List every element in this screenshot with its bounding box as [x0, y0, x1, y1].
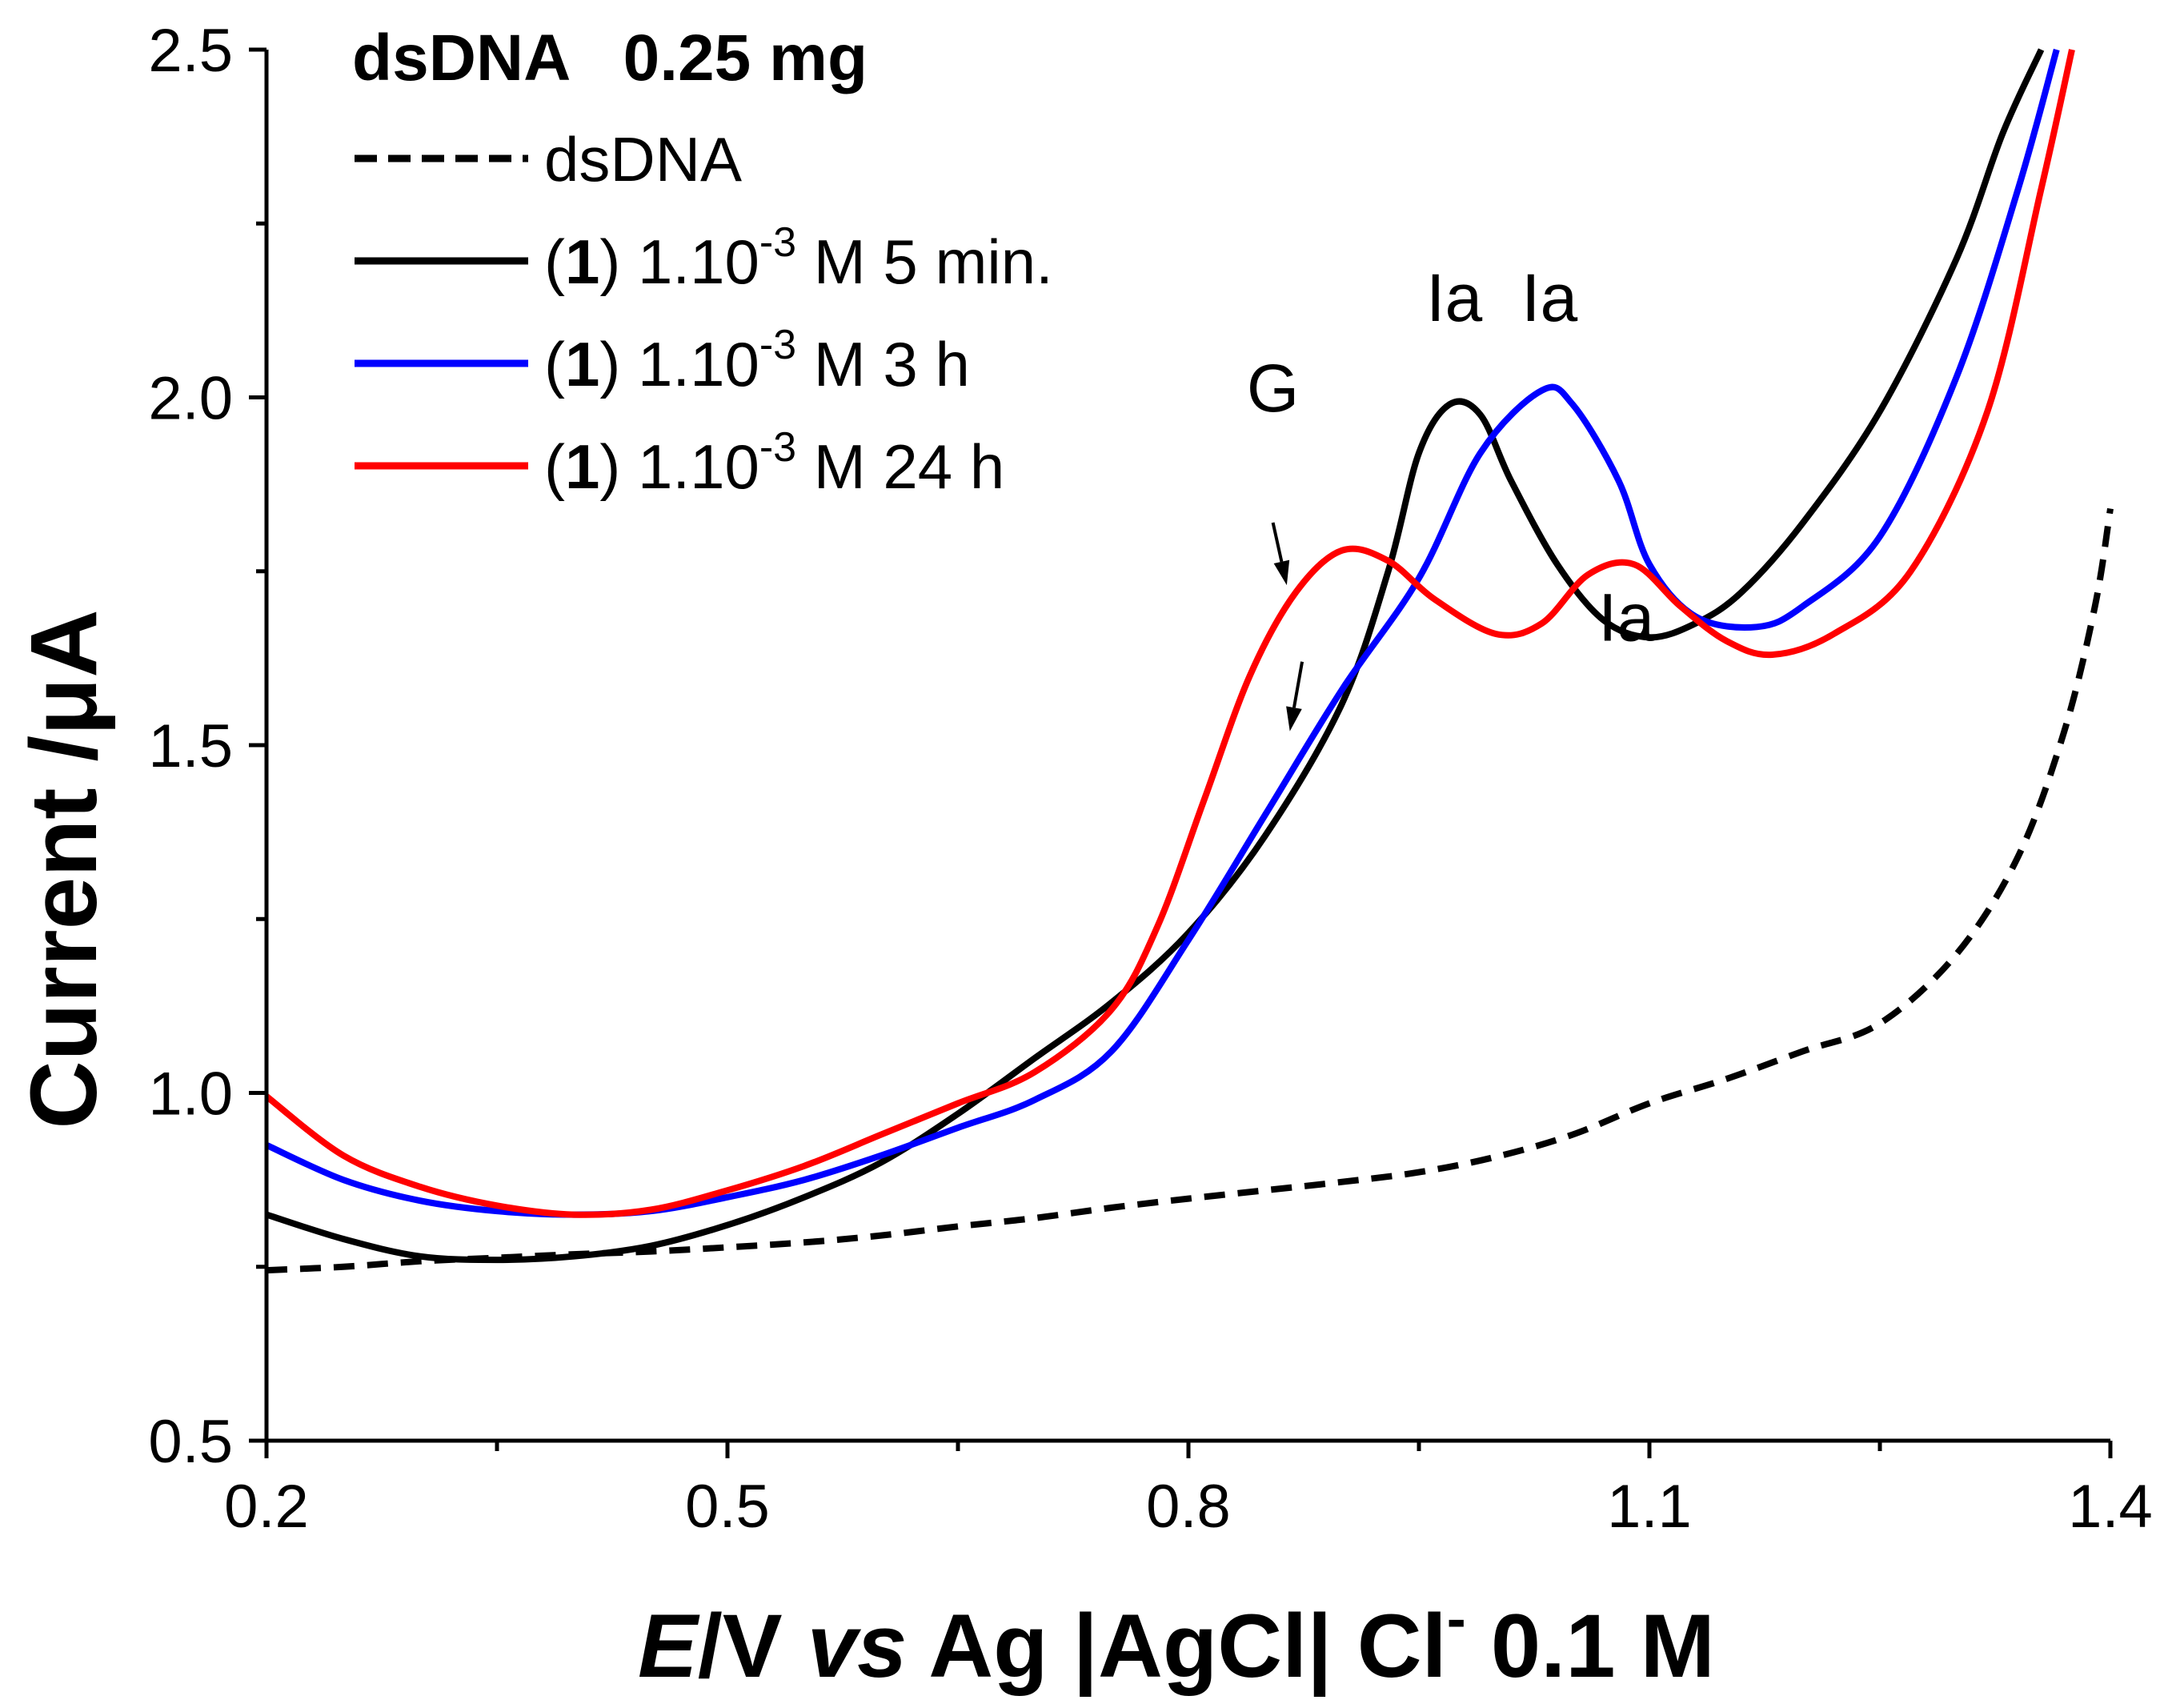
g-arrow-upper-head — [1273, 559, 1290, 586]
legend-entry-0: dsDNA — [544, 124, 742, 194]
g-arrow-lower — [1286, 661, 1304, 732]
y-axis-label: Current /μA — [11, 609, 117, 1129]
y-tick-label: 2.0 — [148, 365, 233, 433]
axes-layer: 0.2 0.5 0.8 1.1 1.40.51.01.52.02.5 — [148, 17, 2152, 1541]
chart-title: dsDNA 0.25 mg — [352, 22, 868, 94]
legend-entry-2: (1) 1.10-3 M 3 h — [544, 322, 970, 399]
x-axis-label: E/V vs Ag |AgCl| Cl- 0.1 M — [638, 1587, 1715, 1697]
x-axis-label-conc: 0.1 M — [1466, 1596, 1715, 1696]
g-arrow-upper — [1271, 522, 1290, 586]
annotations: G Ia Ia Ia — [1247, 260, 1655, 732]
g-arrow-lower-shaft — [1292, 661, 1304, 708]
x-axis-label-vs: vs — [807, 1596, 908, 1696]
annotation-label-2: Ia — [1521, 260, 1577, 335]
legend-entry-1: (1) 1.10-3 M 5 min. — [544, 219, 1053, 297]
x-axis-label-sup: - — [1447, 1587, 1466, 1651]
y-tick-label: 1.5 — [148, 712, 233, 780]
legend-entry-3: (1) 1.10-3 M 24 h — [544, 424, 1004, 502]
y-tick-label: 2.5 — [148, 17, 233, 85]
annotation-label-3: Ia — [1598, 580, 1654, 656]
g-arrow-lower-head — [1286, 706, 1302, 732]
x-tick-label: 0.2 — [224, 1473, 309, 1541]
y-tick-label: 0.5 — [148, 1408, 233, 1476]
x-tick-label: 0.5 — [685, 1473, 770, 1541]
series-layer — [264, 48, 2114, 1274]
legend: dsDNA (1) 1.10-3 M 5 min. (1) 1.10-3 M 3 h… — [355, 124, 1053, 502]
g-arrow-upper-shaft — [1271, 522, 1284, 563]
x-axis-label-ref: Ag |AgCl| Cl — [907, 1596, 1446, 1697]
x-tick-label: 1.4 — [2068, 1473, 2153, 1541]
x-axis-label-e: E — [638, 1596, 700, 1696]
series-line-3 — [264, 49, 2075, 1218]
y-tick-label: 1.0 — [148, 1060, 233, 1129]
x-tick-label: 1.1 — [1607, 1473, 1692, 1541]
annotation-label-0: G — [1247, 351, 1299, 426]
annotation-label-1: Ia — [1426, 260, 1482, 335]
x-axis-label-unit: /V — [698, 1596, 807, 1696]
x-tick-label: 0.8 — [1146, 1473, 1231, 1541]
